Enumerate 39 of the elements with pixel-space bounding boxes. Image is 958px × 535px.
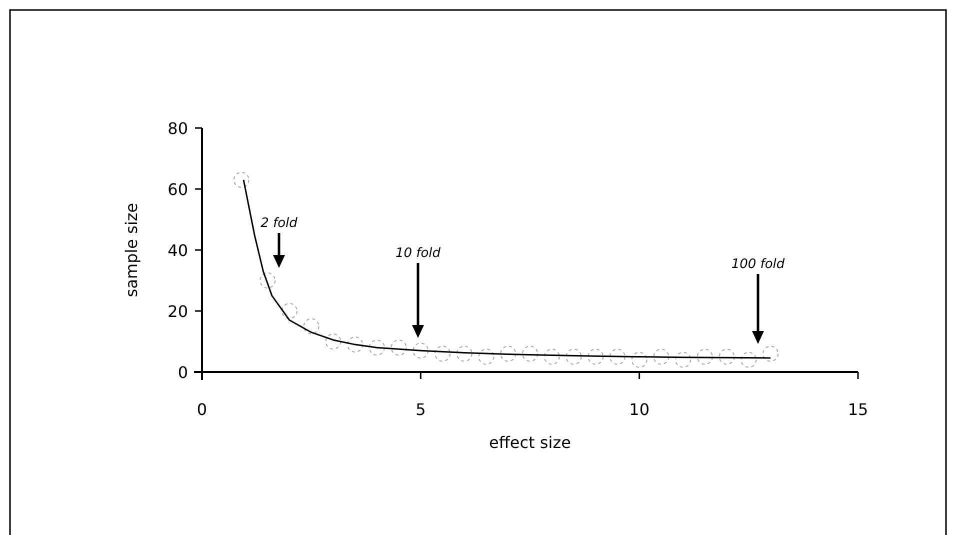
point	[390, 340, 407, 356]
point	[675, 352, 692, 368]
point	[478, 348, 494, 365]
x-tick-label: 15	[848, 400, 868, 419]
point	[522, 346, 538, 362]
y-tick-label: 80	[168, 119, 188, 138]
point	[740, 352, 757, 368]
y-tick-label: 20	[168, 302, 188, 321]
point	[233, 172, 250, 188]
point	[544, 348, 560, 365]
x-tick-label: 0	[196, 400, 208, 419]
x-axis-title: effect size	[489, 433, 571, 452]
point	[303, 318, 320, 334]
point	[456, 346, 472, 362]
point	[281, 303, 298, 319]
point	[434, 346, 451, 362]
point	[260, 272, 276, 288]
x-tick-label: 5	[416, 400, 426, 419]
x-tick-label: 10	[629, 400, 650, 419]
point	[325, 334, 342, 350]
point	[609, 348, 626, 365]
point	[718, 348, 735, 365]
point	[631, 352, 648, 368]
y-axis-title: sample size	[122, 202, 141, 298]
annotation: 100 fold	[731, 257, 786, 272]
point	[412, 342, 429, 359]
annotation: 2 fold	[260, 216, 298, 231]
y-tick-label: 40	[168, 241, 188, 260]
point	[762, 346, 779, 362]
point	[588, 348, 604, 365]
point	[566, 348, 582, 365]
point	[653, 348, 670, 365]
y-tick-label: 60	[168, 180, 188, 199]
point	[500, 346, 516, 362]
point	[696, 348, 713, 365]
point	[368, 340, 385, 356]
y-tick-label: 0	[178, 363, 188, 382]
point	[347, 336, 364, 353]
annotation: 10 fold	[395, 246, 442, 261]
